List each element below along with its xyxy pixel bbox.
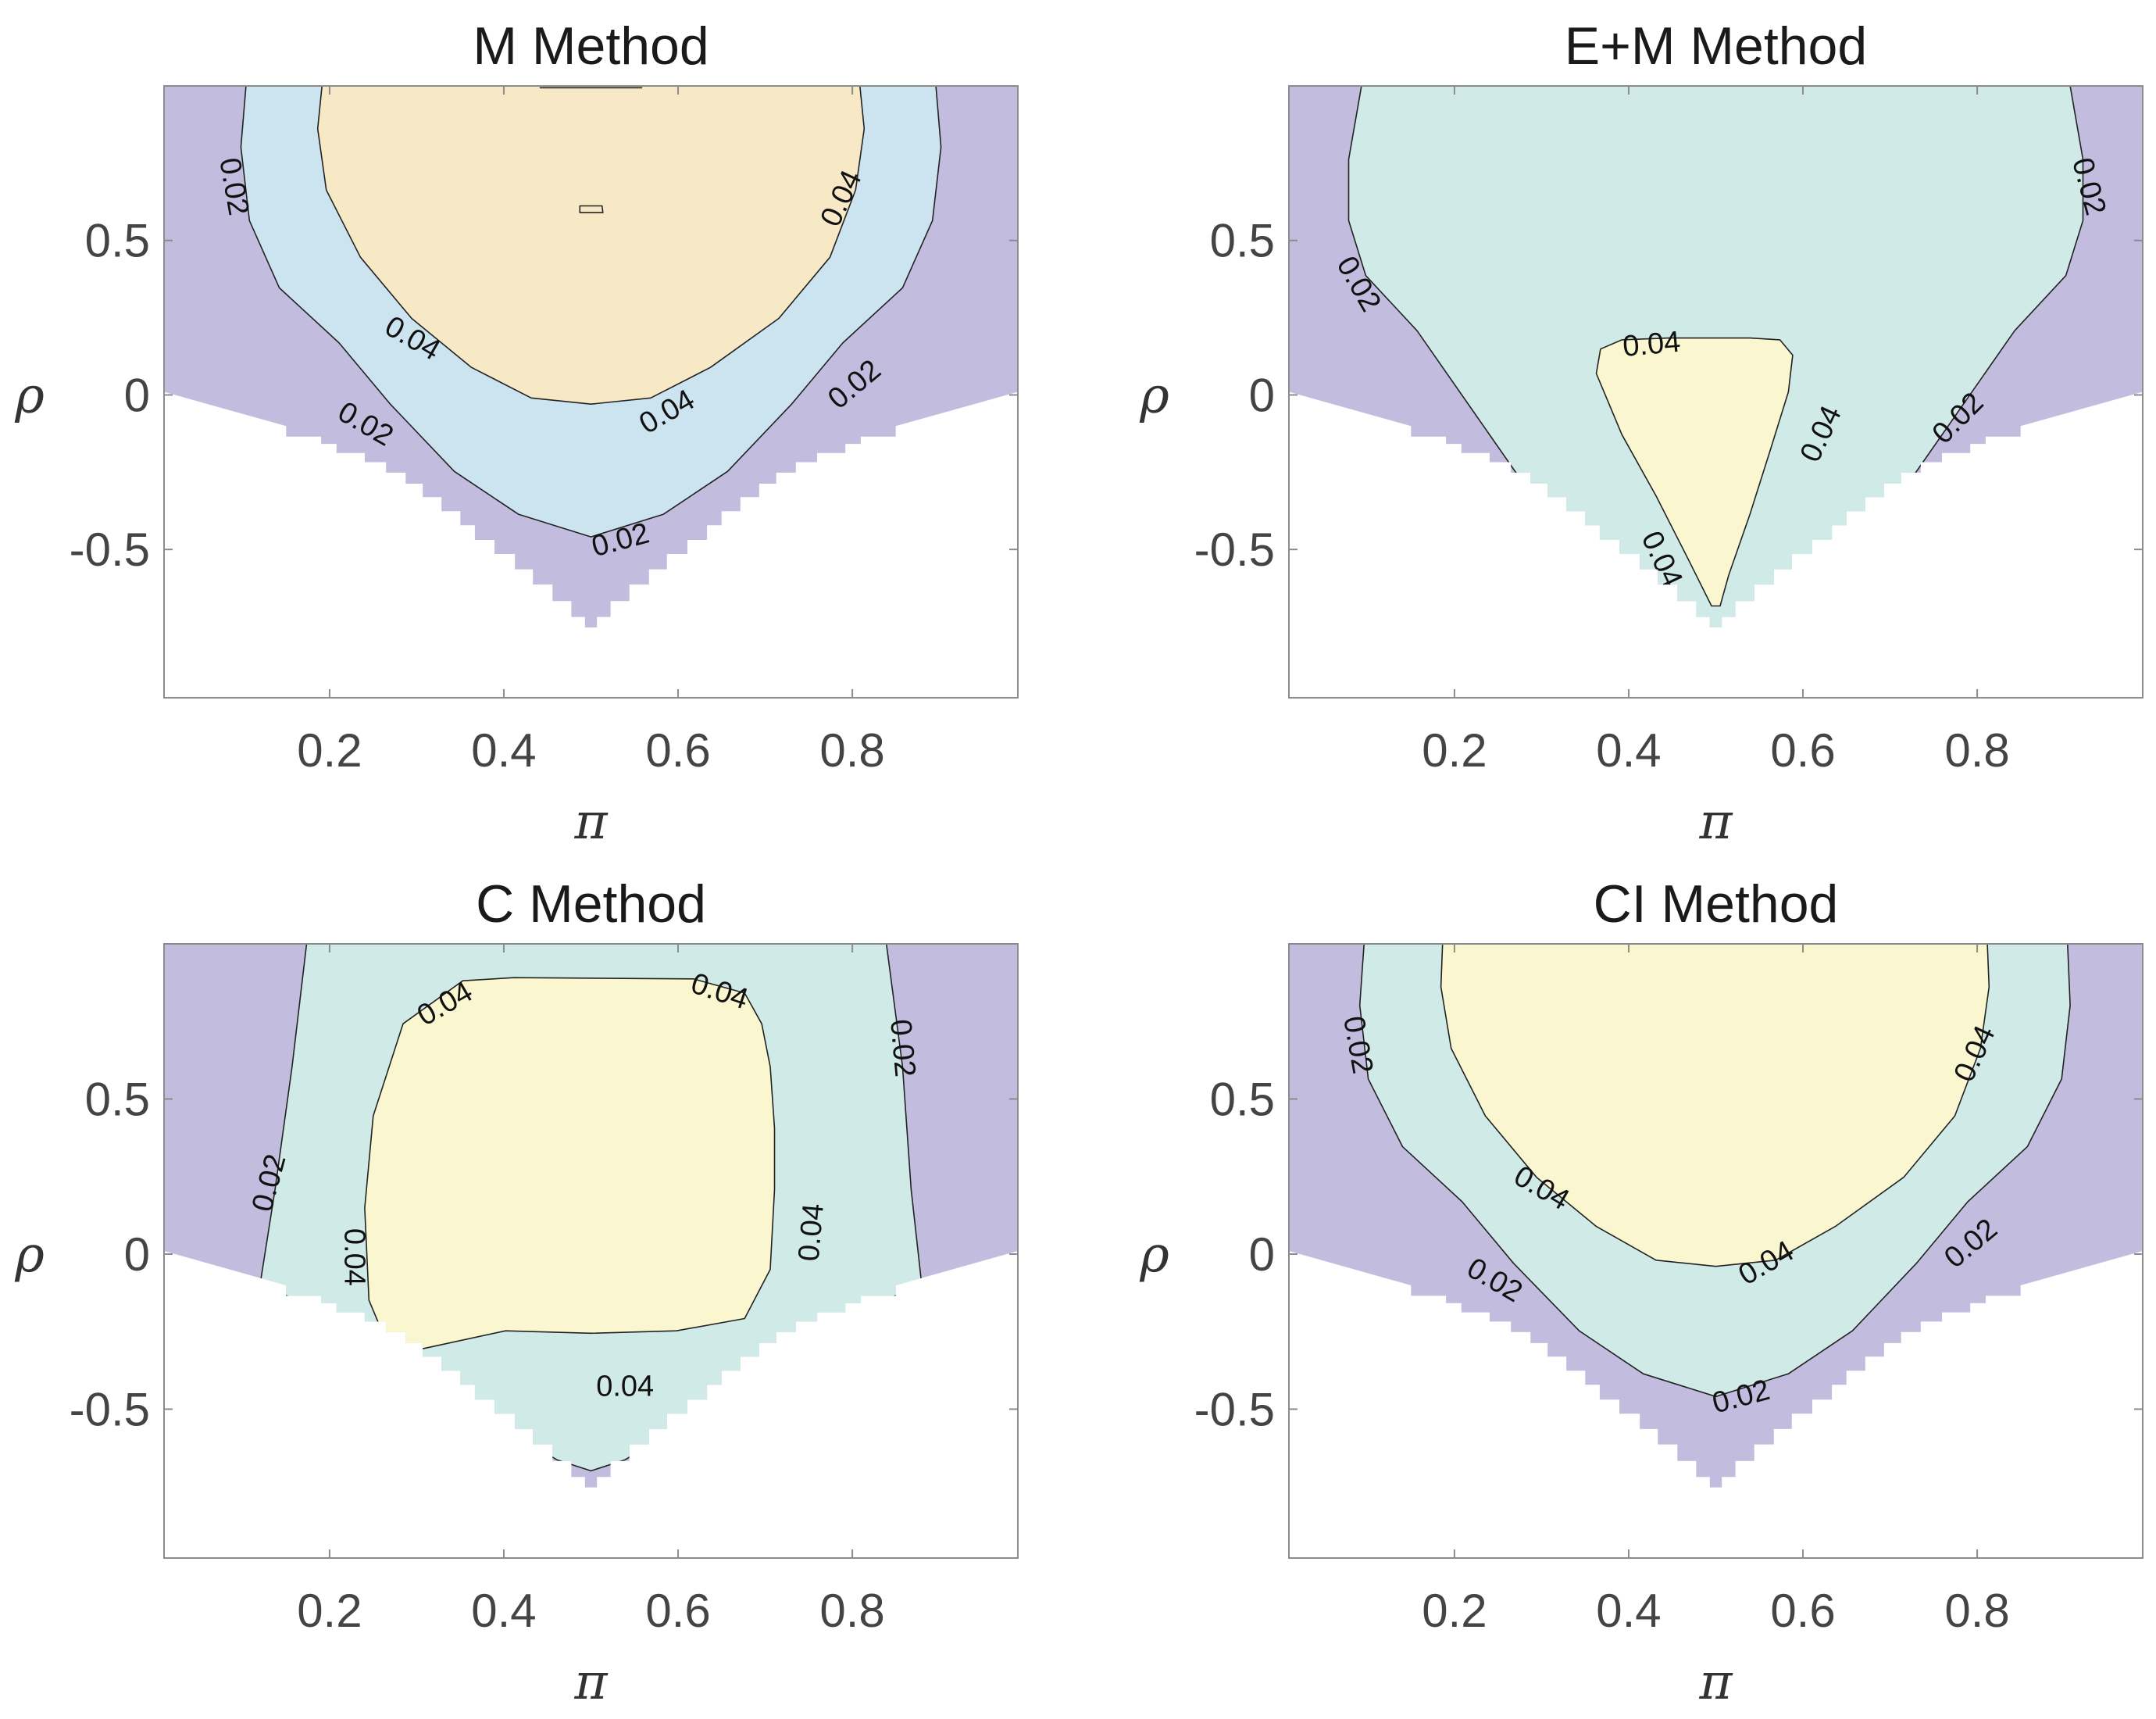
panel-1: 0.020.040.040.040.020.020.02 0.2 0.4 0.6 0.8…: [14, 16, 1019, 851]
panel-4-ytick-label-3: -0.5: [1194, 1383, 1275, 1435]
panel-3-xtick-label-1: 0.2: [297, 1585, 362, 1637]
panel-2-xtick-label-1: 0.2: [1422, 724, 1487, 777]
panel-1-contour-high-level: [316, 86, 866, 406]
panel-3-title: C Method: [476, 874, 706, 934]
panel-3-frame: [163, 943, 1019, 1559]
panel-3-ytick-label-3: -0.5: [70, 1383, 150, 1435]
panel-3-ylabel: ρ: [14, 1226, 45, 1284]
panel-3-band-high: [364, 977, 775, 1349]
panel-1-ytick-label-3: -0.5: [70, 524, 150, 576]
panel-3-contour-label-text-6: 0.04: [793, 1203, 830, 1263]
panel-3-xlabel: π: [573, 1653, 608, 1711]
panel-1-title: M Method: [473, 16, 709, 76]
panel-3-contour-label-5: 0.04: [338, 1228, 371, 1286]
panel-2-contour-high-level: [1595, 337, 1794, 607]
panel-4-xtick-label-4: 0.8: [1944, 1585, 2009, 1637]
panel-1-xtick-label-2: 0.4: [471, 724, 536, 777]
panel-2-ytick-label-1: 0.5: [1210, 215, 1275, 267]
panel-4-title: CI Method: [1594, 874, 1839, 934]
panel-4-contour-high-level: [1440, 944, 1990, 1267]
panel-3-contour-area: 0.04 0.040.020.020.04 0.040.04: [164, 944, 1018, 1488]
panel-2-ytick-label-3: -0.5: [1194, 524, 1275, 576]
panels: 0.020.040.040.040.020.020.02 0.2 0.4 0.6 0.8…: [14, 16, 2144, 1711]
panel-4-contour-low-level: [1358, 944, 2071, 1398]
panel-4-xtick-label-2: 0.4: [1596, 1585, 1661, 1637]
panel-3-contour-label-text-5: 0.04: [338, 1228, 371, 1286]
panel-1-band-high: [317, 86, 865, 405]
panel-1-xtick-label-4: 0.8: [819, 724, 884, 777]
panel-1-ytick-label-1: 0.5: [85, 215, 150, 267]
panel-3-contour-high-level: [364, 977, 776, 1350]
panel-1-xlabel: π: [573, 793, 608, 851]
panel-3-contour-label-3: 0.02: [883, 1018, 921, 1078]
panel-2-ytick-label-2: 0: [1249, 369, 1275, 421]
panel-2-title: E+M Method: [1565, 16, 1867, 76]
panel-3-contour-label-text-3: 0.02: [883, 1018, 921, 1078]
panel-3-contour-label-6: 0.04: [793, 1203, 830, 1263]
panel-1-contour-area: 0.020.040.040.040.020.020.02: [164, 86, 1018, 627]
panel-2-xtick-label-4: 0.8: [1944, 724, 2009, 777]
panel-3-xtick-label-4: 0.8: [819, 1585, 884, 1637]
panel-4-band-high: [1440, 944, 1990, 1267]
panel-2-contour-label-3: 0.04: [1622, 326, 1682, 363]
panel-3-ytick-label-1: 0.5: [85, 1073, 150, 1125]
panel-4-xtick-label-1: 0.2: [1422, 1585, 1487, 1637]
panel-1-frame: [163, 85, 1019, 699]
panel-2-xlabel: π: [1698, 793, 1733, 851]
panel-4-ylabel: ρ: [1139, 1226, 1169, 1284]
panel-1-contour-low-level: [240, 86, 942, 538]
panel-4-xtick-label-3: 0.6: [1770, 1585, 1835, 1637]
panel-2-contour-label-text-3: 0.04: [1622, 326, 1682, 363]
panel-3-ytick-label-2: 0: [124, 1228, 150, 1281]
panel-4-xlabel: π: [1698, 1653, 1733, 1711]
panel-1-xtick-label-1: 0.2: [297, 724, 362, 777]
panel-3-contour-label-7: 0.04: [596, 1370, 654, 1403]
panel-2-ylabel: ρ: [1139, 366, 1169, 424]
panel-2-frame: [1288, 85, 2144, 699]
panel-3-contour-label-text-7: 0.04: [596, 1370, 654, 1403]
panel-3: 0.04 0.040.020.020.04 0.040.040.2 0.4 0.6 0.8…: [14, 874, 1019, 1711]
panel-3-xtick-label-2: 0.4: [471, 1585, 536, 1637]
panel-1-ylabel: ρ: [14, 366, 45, 424]
panel-2-contour-low-level: [1348, 86, 2084, 627]
panel-1-contour-extra-1: [579, 205, 604, 213]
panel-4-ytick-label-1: 0.5: [1210, 1073, 1275, 1125]
panel-2-xtick-label-3: 0.6: [1770, 724, 1835, 777]
panel-2-band-high: [1596, 338, 1793, 606]
panel-2-xtick-label-2: 0.4: [1596, 724, 1661, 777]
panel-4-ytick-label-2: 0: [1249, 1228, 1275, 1281]
panel-1-ytick-label-2: 0: [124, 369, 150, 421]
panel-4-frame: [1288, 943, 2144, 1559]
panel-3-xtick-label-3: 0.6: [645, 1585, 710, 1637]
panel-1-xtick-label-3: 0.6: [645, 724, 710, 777]
